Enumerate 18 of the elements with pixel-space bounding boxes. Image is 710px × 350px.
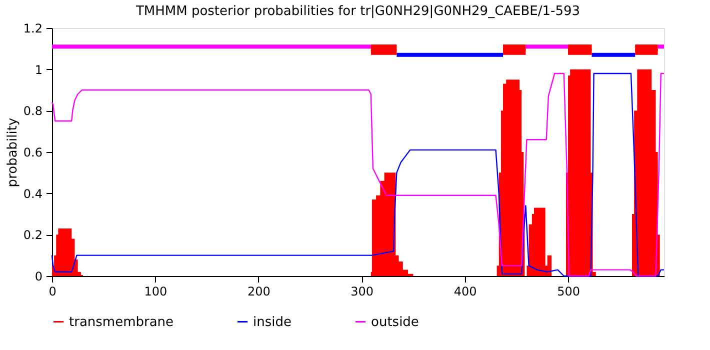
y-tick-label: 0.2 (23, 228, 42, 242)
x-tick-label: 500 (557, 284, 580, 298)
y-tick-label: 0.8 (23, 104, 42, 118)
y-tick-label: 0.6 (23, 146, 42, 160)
x-tick-label: 300 (350, 284, 374, 298)
legend-label: outside (371, 314, 419, 330)
legend-label: transmembrane (69, 314, 174, 330)
y-tick-label: 1 (34, 62, 42, 77)
y-axis-title: probability (5, 118, 20, 188)
chart-title: TMHMM posterior probabilities for tr|G0NH29|G0NH29_CAEBE/1-593 (134, 4, 580, 19)
y-tick-label: 1.2 (23, 22, 42, 36)
x-tick-label: 0 (48, 284, 56, 298)
x-tick-label: 100 (144, 284, 168, 298)
y-tick-label: 0 (34, 270, 42, 284)
x-tick-label: 200 (247, 284, 270, 298)
legend-label: inside (253, 314, 292, 330)
y-tick-label: 0.4 (23, 186, 42, 201)
x-tick-label: 400 (454, 284, 477, 298)
